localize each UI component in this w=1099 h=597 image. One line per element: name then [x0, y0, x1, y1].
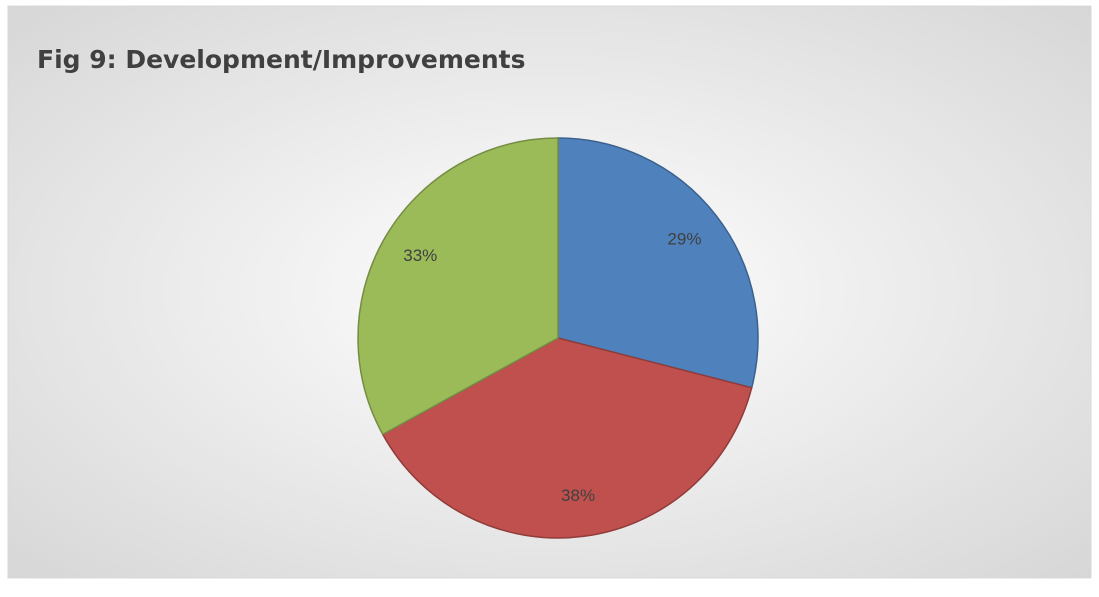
value-label: 38% — [561, 486, 595, 505]
pie-slice — [557, 137, 759, 389]
value-label: 29% — [667, 229, 701, 248]
value-label: 33% — [403, 246, 437, 265]
pie-slice — [357, 137, 559, 436]
pie-slice — [381, 337, 753, 539]
chart-title: Fig 9: Development/Improvements — [37, 45, 525, 74]
